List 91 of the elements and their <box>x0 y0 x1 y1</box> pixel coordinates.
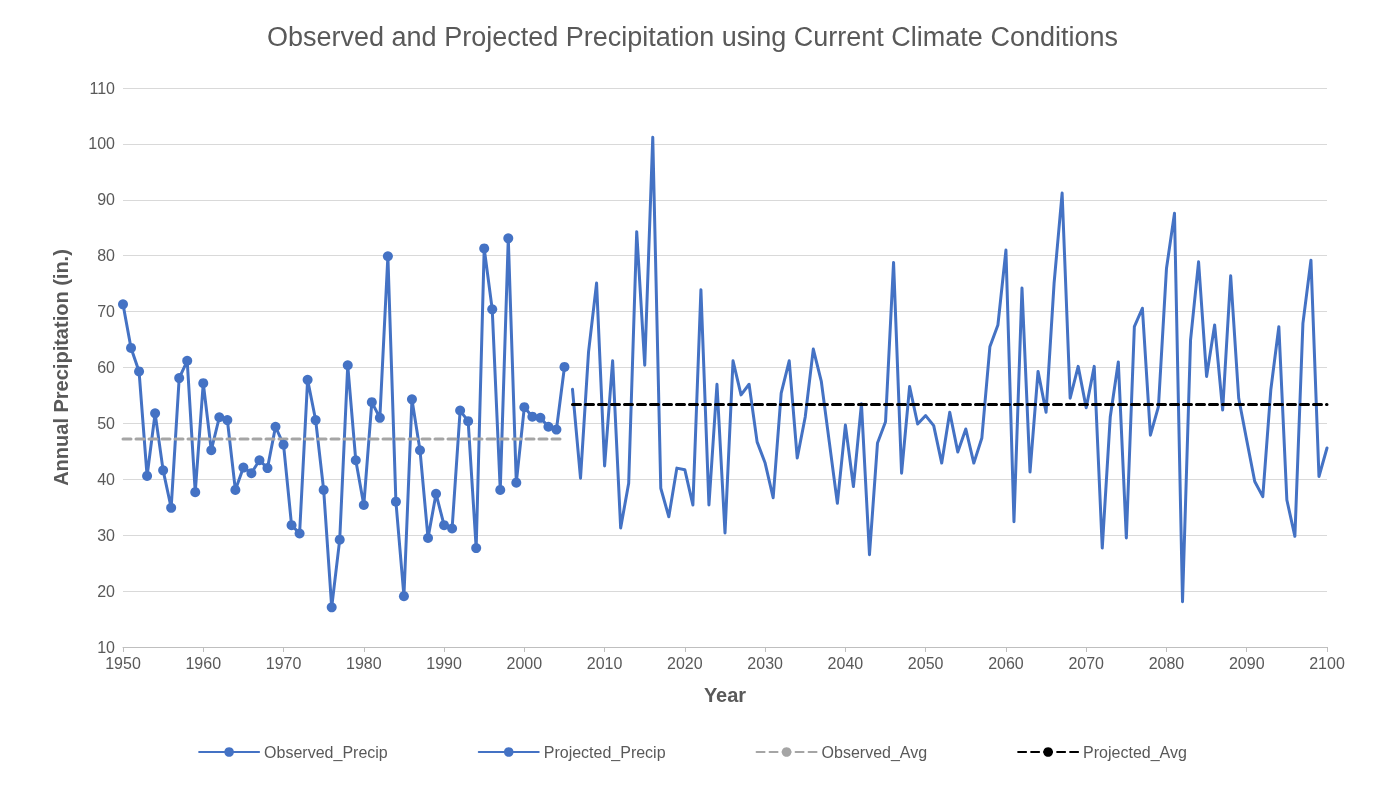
point <box>158 465 169 476</box>
point <box>350 455 361 466</box>
point <box>398 591 409 602</box>
y-tick-label: 70 <box>97 303 116 321</box>
y-tick-label: 10 <box>97 638 116 656</box>
point <box>463 416 474 427</box>
point <box>455 405 466 416</box>
y-tick-label: 50 <box>97 414 116 432</box>
point <box>527 411 538 422</box>
point <box>310 415 321 426</box>
x-tick-label: 2100 <box>1309 654 1345 672</box>
x-tick-label: 1980 <box>346 654 382 672</box>
point <box>382 251 393 262</box>
point <box>246 468 257 479</box>
point <box>198 378 209 389</box>
y-tick-label: 90 <box>97 191 116 209</box>
x-tick-label: 2070 <box>1068 654 1105 672</box>
point <box>559 361 570 372</box>
point <box>535 412 546 423</box>
point <box>342 360 353 371</box>
point <box>326 602 337 613</box>
y-tick-label: 40 <box>97 470 116 488</box>
point <box>495 484 506 495</box>
point <box>254 455 265 466</box>
legend-label: Observed_Avg <box>821 743 928 762</box>
point <box>286 520 297 531</box>
point <box>519 402 530 413</box>
point <box>487 304 498 315</box>
x-tick-label: 2080 <box>1148 654 1185 672</box>
x-tick-label: 1970 <box>265 654 302 672</box>
point <box>406 394 417 405</box>
point <box>206 445 217 456</box>
point <box>182 355 193 366</box>
point <box>278 439 289 450</box>
point <box>415 445 425 456</box>
point <box>358 500 369 511</box>
line-series <box>570 135 1329 604</box>
point <box>334 534 345 545</box>
x-tick-label: 2030 <box>747 654 784 672</box>
point <box>390 496 401 507</box>
point <box>118 299 128 310</box>
point <box>222 415 233 426</box>
point <box>366 397 377 408</box>
point <box>150 408 161 419</box>
point <box>423 533 434 543</box>
point <box>238 462 249 473</box>
chart-title: Observed and Projected Precipitation using Current Climate Conditions <box>267 21 1118 52</box>
y-tick-label: 60 <box>97 359 116 376</box>
y-tick-label: 20 <box>97 582 116 600</box>
point <box>479 243 490 254</box>
point <box>166 502 177 513</box>
y-tick-label: 30 <box>97 526 116 544</box>
point <box>471 543 482 554</box>
point <box>318 484 329 495</box>
point <box>134 366 145 377</box>
point <box>551 424 562 435</box>
x-tick-label: 2010 <box>586 654 623 672</box>
x-tick-label: 1950 <box>105 654 141 672</box>
point <box>214 412 225 423</box>
point <box>142 470 153 481</box>
x-axis-title: Year <box>703 684 747 706</box>
point <box>230 484 241 495</box>
point <box>262 463 273 474</box>
y-tick-label: 80 <box>97 247 116 265</box>
x-tick-label: 2020 <box>667 654 703 672</box>
point <box>190 487 201 498</box>
x-tick-label: 2000 <box>506 654 543 672</box>
point <box>511 477 522 488</box>
point <box>174 373 185 384</box>
x-tick-label: 2090 <box>1228 654 1265 672</box>
x-tick-label: 2040 <box>827 654 864 672</box>
legend-label: Projected_Avg <box>1083 743 1187 762</box>
y-tick-label: 100 <box>88 135 116 153</box>
y-tick-label: 110 <box>89 79 116 97</box>
x-tick-label: 1990 <box>426 654 462 672</box>
point <box>431 488 442 499</box>
x-tick-label: 2060 <box>988 654 1024 672</box>
legend-label: Observed_Precip <box>264 743 388 762</box>
point <box>126 342 137 353</box>
point <box>447 523 458 534</box>
x-tick-label: 1960 <box>185 654 222 672</box>
point <box>543 421 554 432</box>
x-tick-label: 2050 <box>907 654 944 672</box>
point <box>302 374 313 385</box>
point <box>439 520 450 531</box>
point <box>294 528 305 539</box>
point <box>374 412 385 423</box>
legend-label: Projected_Precip <box>543 743 666 762</box>
y-axis-title: Annual Precipitation (in.) <box>50 249 72 486</box>
point <box>270 421 281 432</box>
point <box>503 233 514 244</box>
